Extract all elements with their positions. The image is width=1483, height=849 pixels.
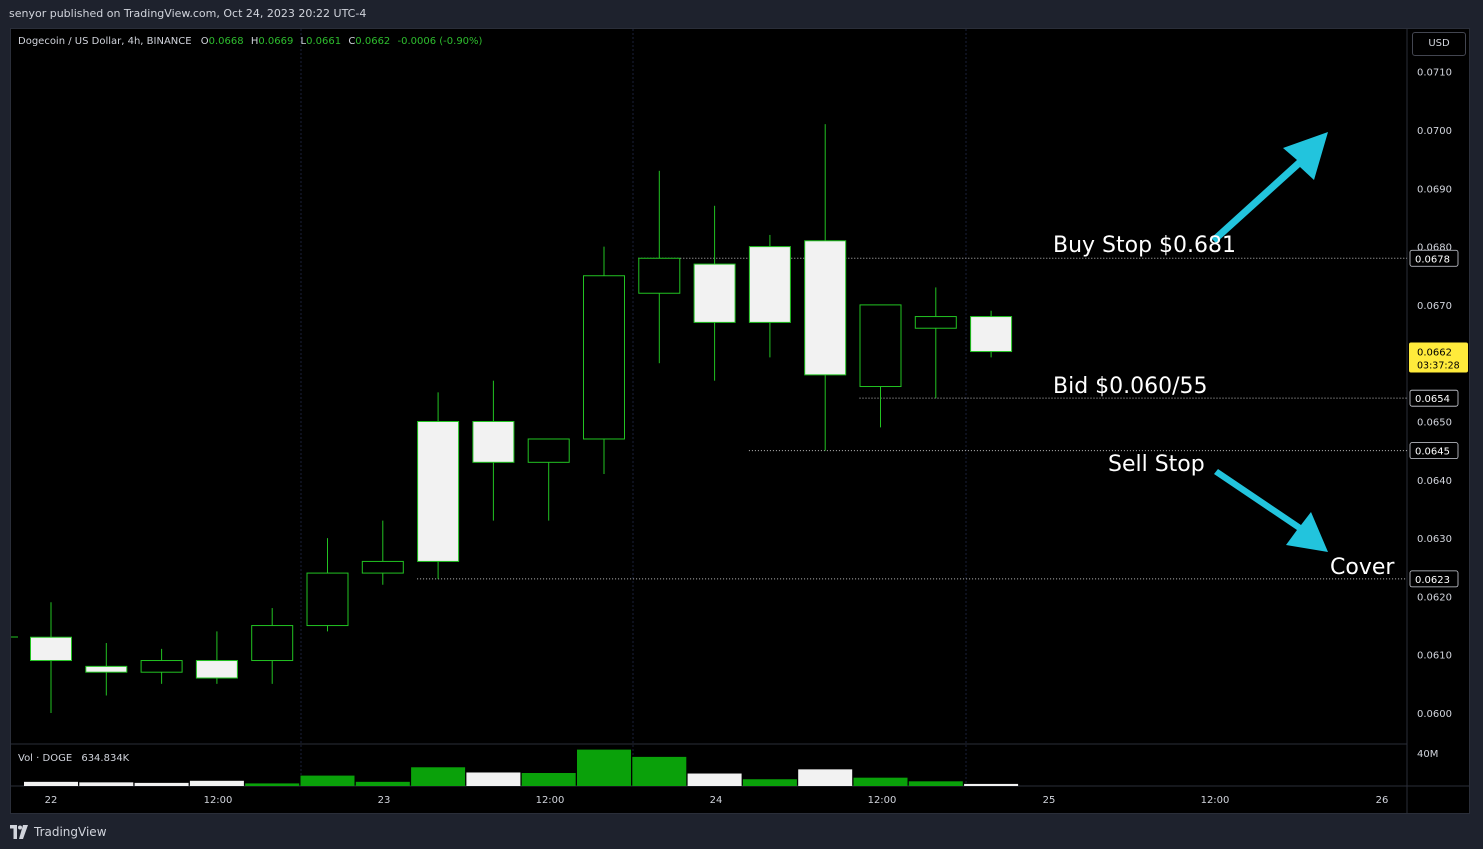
volume-bar [134,782,189,786]
volume-bar [24,781,78,786]
level-badge [1409,249,1459,267]
level-badge [1409,570,1459,588]
symbol-title: Dogecoin / US Dollar, 4h, BINANCE [18,36,192,47]
low-value: 0.0661 [306,36,342,47]
volume-bar [355,781,410,786]
volume-bar [742,779,797,786]
footer-brand: TradingView [34,825,107,839]
volume-bar [466,772,521,786]
open-value: 0.0668 [208,36,244,47]
current-price-badge [1409,342,1468,373]
candle-body [527,438,570,463]
y-tick-label: 0.0670 [1417,301,1452,312]
buy-stop-annotation: Buy Stop $0.681 [1053,233,1237,258]
volume-bar [300,775,355,786]
y-tick-label: 0.0650 [1417,418,1452,429]
volume-bar [245,783,300,786]
volume-bar [964,783,1019,786]
level-badge-label: 0.0645 [1415,447,1450,458]
volume-bar [908,781,963,786]
high-label: H [250,36,259,47]
y-tick-label: 0.0620 [1417,592,1452,603]
footer-bar: TradingView [0,814,1483,849]
candle-body [417,421,460,562]
y-tick-label: 0.0710 [1417,68,1452,79]
candle-body [306,572,349,627]
high-value: 0.0669 [258,36,294,47]
volume-bar [853,777,908,786]
low-label: L [300,36,307,47]
candle-body [85,665,128,673]
level-badge-label: 0.0654 [1415,394,1450,405]
tradingview-logo-icon [10,825,28,839]
level-badge [1409,442,1459,460]
candle-body [748,246,791,323]
level-badge [1409,389,1459,407]
open-label: O [200,36,209,47]
header-bar: senyor published on TradingView.com, Oct… [0,0,1483,28]
buy-arrow-icon [1211,132,1328,243]
cover-annotation: Cover [1330,555,1395,580]
volume-bar [79,782,134,786]
candle-body [140,660,183,673]
volume-bar [411,767,466,786]
volume-bar [521,773,576,786]
tradingview-logo[interactable]: TradingView [10,824,107,840]
y-tick-label: 0.0600 [1417,709,1452,720]
volume-bar [798,769,853,786]
close-label: C [348,36,356,47]
sell-stop-annotation: Sell Stop [1108,452,1205,477]
current-price-label: 0.0662 [1417,348,1452,359]
candle-body [472,421,515,463]
y-tick-label: 0.0610 [1417,651,1452,662]
close-value: 0.0662 [355,36,391,47]
level-badge-label: 0.0678 [1415,254,1450,265]
candle-body [970,316,1013,353]
y-tick-label: 0.0690 [1417,184,1452,195]
bid-annotation: Bid $0.060/55 [1053,374,1208,399]
candle-body [361,560,404,574]
volume-axis-label: 40M [1417,749,1438,760]
candle-body [30,636,72,662]
published-by-text: senyor published on TradingView.com, Oct… [9,7,367,20]
volume-label: Vol · DOGE [18,753,73,764]
volume-bar [687,773,742,786]
level-badge-label: 0.0623 [1415,575,1450,586]
x-tick-label: 12:00 [1201,795,1230,806]
candle-body [638,257,681,294]
x-tick-label: 25 [1043,795,1056,806]
change-value: -0.0006 (-0.90%) [397,36,483,47]
x-tick-label: 12:00 [868,795,897,806]
candle-body [859,304,902,388]
sell-arrow-icon [1214,469,1328,552]
x-tick-label: 12:00 [536,795,565,806]
volume-bar [189,780,244,786]
candle-body [251,625,294,662]
x-tick-label: 23 [378,795,391,806]
y-tick-label: 0.0680 [1417,243,1452,254]
volume-legend: Vol · DOGE 634.834K [18,753,129,764]
candle-body [804,240,847,376]
x-tick-label: 26 [1376,795,1389,806]
currency-selector[interactable]: USD [1412,32,1466,56]
candle-body [195,660,238,679]
countdown-label: 03:37:28 [1417,361,1460,372]
candle-body [583,275,625,440]
volume-value: 634.834K [81,753,130,764]
chart-frame[interactable] [10,28,1470,814]
y-tick-label: 0.0700 [1417,126,1452,137]
candle-body [693,263,736,323]
x-tick-label: 12:00 [204,795,233,806]
y-tick-label: 0.0640 [1417,476,1452,487]
volume-bar [577,749,631,786]
candle-body [914,316,957,329]
x-tick-label: 22 [45,795,58,806]
x-tick-label: 24 [710,795,723,806]
volume-bar [632,756,687,786]
y-tick-label: 0.0630 [1417,534,1452,545]
ohlc-legend: Dogecoin / US Dollar, 4h, BINANCE O0.066… [18,36,482,47]
